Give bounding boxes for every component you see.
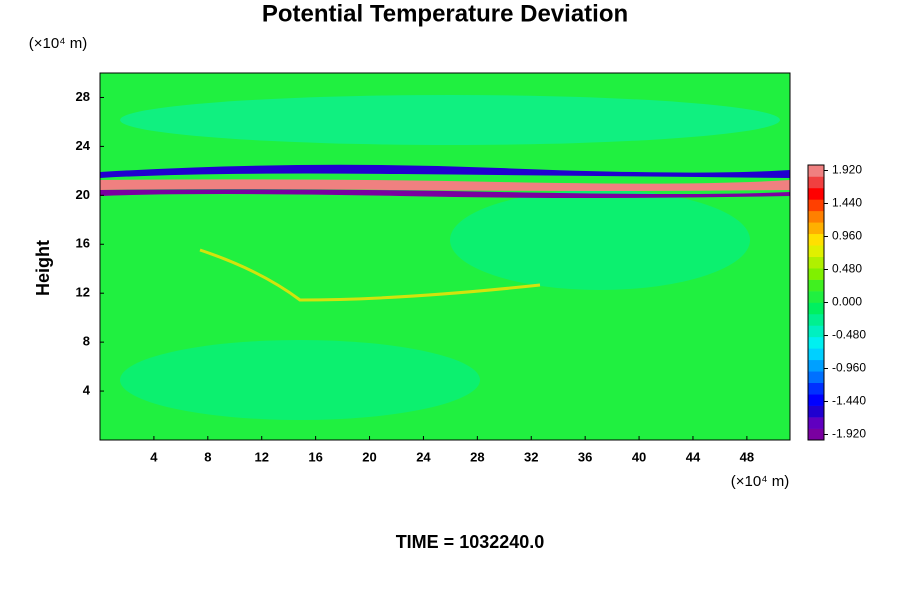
colorbar-band <box>808 394 824 406</box>
colorbar-band <box>808 417 824 429</box>
colorbar-band <box>808 302 824 315</box>
footer: TIME = 1032240.0 <box>396 532 545 552</box>
y-tick-label: 16 <box>76 236 90 251</box>
colorbar-band <box>808 348 824 361</box>
colorbar-band <box>808 325 824 338</box>
colorbar-band <box>808 268 824 280</box>
colorbar-band <box>808 336 824 349</box>
colorbar-band <box>808 256 824 269</box>
colorbar-band <box>808 382 824 395</box>
y-unit: (×10⁴ m) <box>29 35 88 52</box>
y-tick-label: 4 <box>83 383 91 398</box>
colorbar-band <box>808 210 824 223</box>
x-tick-label: 40 <box>632 449 646 464</box>
x-tick-label: 36 <box>578 449 592 464</box>
colorbar-band <box>808 279 824 292</box>
colorbar-band <box>808 245 824 257</box>
y-axis-label: Height <box>33 240 53 296</box>
colorbar-band <box>808 405 824 418</box>
x-tick-label: 48 <box>740 449 754 464</box>
colorbar-band <box>808 233 824 246</box>
colorbar-band <box>808 199 824 212</box>
chart-title: Potential Temperature Deviation <box>262 0 628 27</box>
x-tick-label: 8 <box>204 449 211 464</box>
x-tick-label: 12 <box>254 449 268 464</box>
colorbar-label: 0.960 <box>832 229 862 243</box>
y-tick-label: 8 <box>83 334 90 349</box>
x-tick-label: 20 <box>362 449 376 464</box>
y-tick-label: 28 <box>76 89 90 104</box>
colorbar-label: -1.920 <box>832 427 866 441</box>
x-unit: (×10⁴ m) <box>731 473 790 490</box>
colorbar-label: -0.480 <box>832 328 866 342</box>
y-tick-label: 20 <box>76 187 90 202</box>
colorbar-label: 1.920 <box>832 163 862 177</box>
x-tick-label: 28 <box>470 449 484 464</box>
colorbar-label: 0.000 <box>832 295 862 309</box>
plot-frame <box>99 72 791 441</box>
field <box>100 73 790 440</box>
y-tick-label: 12 <box>76 285 90 300</box>
x-tick-label: 32 <box>524 449 538 464</box>
x-tick-label: 44 <box>686 449 701 464</box>
y-tick-label: 24 <box>76 138 91 153</box>
colorbar-band <box>808 371 824 384</box>
colorbar-label: 1.440 <box>832 196 862 210</box>
colorbar-label: -1.440 <box>832 394 866 408</box>
colorbar-band <box>808 313 824 326</box>
x-tick-label: 4 <box>150 449 158 464</box>
colorbar-band <box>808 291 824 303</box>
colorbar-band <box>808 359 824 372</box>
colorbar-band <box>808 176 824 189</box>
x-tick-label: 24 <box>416 449 431 464</box>
colorbar-band <box>808 222 824 235</box>
colorbar-band <box>808 187 824 200</box>
colorbar-band <box>808 165 824 177</box>
colorbar-label: 0.480 <box>832 262 862 276</box>
colorbar-label: -0.960 <box>832 361 866 375</box>
x-tick-label: 16 <box>308 449 322 464</box>
colorbar-band <box>808 428 824 441</box>
